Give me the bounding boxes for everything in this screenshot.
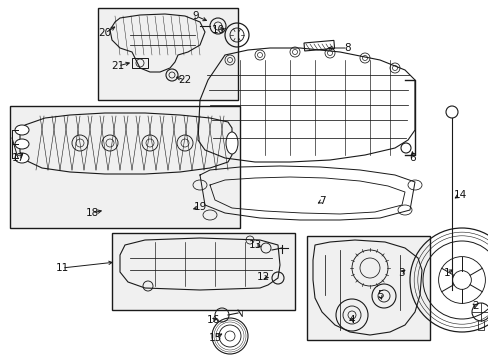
- Bar: [112, 233, 294, 310]
- Text: 8: 8: [344, 43, 350, 53]
- Text: 20: 20: [98, 28, 111, 38]
- Text: 15: 15: [208, 333, 221, 343]
- Bar: [10, 106, 240, 228]
- Bar: [132, 58, 148, 68]
- Bar: [98, 8, 238, 100]
- Text: 12: 12: [256, 272, 269, 282]
- Text: 7: 7: [318, 196, 325, 206]
- Text: 3: 3: [397, 268, 404, 278]
- Text: 9: 9: [192, 11, 199, 21]
- Ellipse shape: [15, 139, 29, 149]
- Ellipse shape: [15, 153, 29, 163]
- Text: 22: 22: [178, 75, 191, 85]
- Text: 6: 6: [409, 153, 415, 163]
- Ellipse shape: [15, 125, 29, 135]
- Ellipse shape: [225, 132, 238, 154]
- Text: 1: 1: [443, 268, 449, 278]
- Text: 21: 21: [111, 61, 124, 71]
- Bar: [304, 40, 334, 51]
- Text: 14: 14: [452, 190, 466, 200]
- Text: 13: 13: [248, 240, 261, 250]
- Bar: [306, 236, 429, 340]
- Text: 5: 5: [376, 290, 383, 300]
- Text: 17: 17: [11, 153, 24, 163]
- Text: 19: 19: [193, 202, 206, 212]
- Text: 2: 2: [472, 301, 478, 311]
- Text: 16: 16: [206, 315, 219, 325]
- Text: 10: 10: [211, 25, 224, 35]
- Text: 11: 11: [55, 263, 68, 273]
- Text: 4: 4: [348, 315, 355, 325]
- Text: 18: 18: [85, 208, 99, 218]
